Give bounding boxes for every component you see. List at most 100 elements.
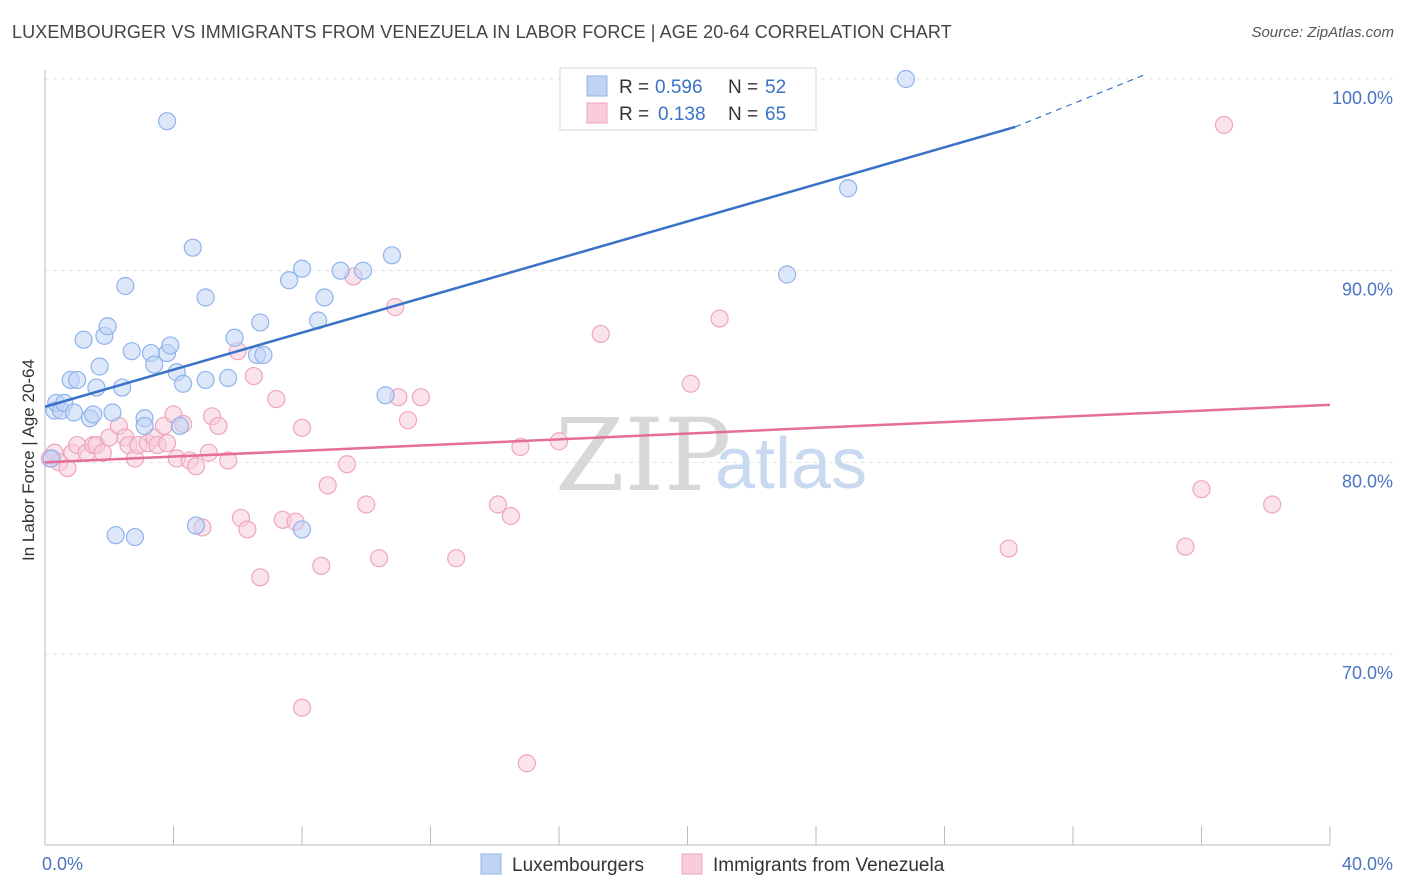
luxembourger-point: [315, 288, 334, 307]
venezuela-point: [710, 309, 729, 328]
luxembourger-point: [196, 288, 215, 307]
y-tick-label-100: 100.0%: [1332, 88, 1393, 108]
luxembourger-point: [64, 403, 84, 422]
luxembourger-point: [125, 527, 145, 547]
venezuela-trend-line: [44, 403, 1331, 464]
luxembourger-point: [839, 179, 858, 198]
watermark-zip: ZIP: [555, 397, 731, 514]
y-tick-label-90: 90.0%: [1342, 280, 1393, 300]
grid-lines: [45, 78, 1395, 655]
chart-title: LUXEMBOURGER VS IMMIGRANTS FROM VENEZUEL…: [12, 22, 952, 42]
luxembourger-point: [225, 328, 244, 347]
venezuela-point: [501, 506, 520, 526]
watermark: ZIP atlas: [555, 397, 867, 514]
luxembourger-point: [68, 370, 87, 390]
legend-n-label-1: N =: [728, 104, 758, 125]
source-label: Source: ZipAtlas.com: [1251, 24, 1394, 41]
venezuela-point: [1263, 495, 1282, 514]
venezuela-point: [267, 389, 286, 409]
venezuela-point: [292, 698, 312, 717]
venezuela-point: [251, 568, 270, 587]
luxembourger-point: [254, 345, 273, 365]
venezuela-point: [93, 443, 112, 462]
luxembourger-point: [157, 112, 177, 131]
luxembourger-point: [777, 265, 797, 284]
series-legend-swatch-luxembourgers: [480, 853, 502, 875]
venezuela-point: [209, 416, 228, 436]
legend-n-value-0: 52: [765, 77, 786, 98]
venezuela-point: [219, 451, 238, 470]
venezuela-point: [157, 434, 177, 453]
y-tick-label-70: 70.0%: [1342, 663, 1393, 683]
luxembourger-point: [382, 246, 402, 265]
series-legend-label-venezuela: Immigrants from Venezuela: [713, 855, 945, 876]
venezuela-point: [1214, 115, 1234, 135]
legend-r-value-1: 0.138: [658, 104, 706, 125]
legend-n-label-0: N =: [728, 77, 758, 98]
series-legend-label-luxembourgers: Luxembourgers: [512, 855, 644, 876]
venezuela-point: [292, 418, 312, 437]
venezuela-point: [370, 549, 389, 568]
luxembourger-point: [42, 449, 61, 468]
venezuela-point: [517, 754, 536, 773]
luxembourger-point: [896, 69, 916, 89]
venezuela-point: [238, 520, 257, 539]
luxembourger-point: [183, 238, 202, 257]
luxembourger-point: [84, 405, 103, 424]
legend-r-value-0: 0.596: [655, 77, 703, 98]
luxembourger-point: [376, 386, 395, 405]
x-tick-label-left: 0.0%: [42, 854, 83, 874]
luxembourger-point: [135, 416, 154, 436]
luxembourger-point: [116, 276, 135, 296]
watermark-atlas: atlas: [715, 424, 867, 504]
venezuela-point: [312, 556, 331, 575]
luxembourger-point: [353, 261, 373, 280]
luxembourger-point: [251, 313, 270, 332]
venezuela-point: [681, 374, 700, 393]
y-tick-label-80: 80.0%: [1342, 471, 1393, 491]
legend-r-label-0: R =: [619, 77, 649, 98]
legend-swatch-luxembourgers: [586, 75, 608, 97]
venezuela-point: [447, 549, 466, 568]
venezuela-point: [999, 539, 1018, 558]
venezuela-point: [199, 443, 218, 462]
luxembourger-trend-extension: [1014, 74, 1144, 128]
venezuela-point: [1192, 480, 1211, 499]
venezuela-point: [1176, 537, 1195, 556]
luxembourger-point: [90, 357, 109, 376]
venezuela-point: [488, 495, 508, 514]
luxembourger-point: [292, 259, 312, 278]
luxembourger-point: [122, 342, 141, 361]
luxembourger-point: [174, 374, 193, 393]
luxembourger-point: [196, 370, 215, 390]
series-legend-swatch-venezuela: [681, 853, 703, 875]
venezuela-point: [511, 437, 530, 457]
luxembourger-point: [331, 261, 350, 280]
venezuela-point: [186, 457, 206, 476]
x-tick-label-right: 40.0%: [1342, 854, 1393, 874]
series-legend: Luxembourgers Immigrants from Venezuela: [480, 853, 945, 876]
luxembourger-point: [98, 317, 117, 336]
legend-swatch-venezuela: [586, 102, 608, 124]
luxembourger-point: [145, 355, 164, 374]
stats-legend: R = 0.596 N = 52 R = 0.138 N = 65: [559, 67, 817, 131]
luxembourger-point: [161, 336, 180, 355]
venezuela-point: [357, 495, 376, 514]
luxembourger-point: [186, 516, 206, 535]
legend-n-value-1: 65: [765, 104, 786, 125]
y-tick-labels: 70.0% 80.0% 90.0% 100.0%: [1332, 88, 1393, 683]
legend-r-label-1: R =: [619, 104, 649, 125]
luxembourger-trend-line: [44, 125, 1016, 408]
venezuela-point: [411, 388, 430, 407]
venezuela-point: [591, 324, 610, 344]
luxembourger-point: [280, 271, 299, 290]
luxembourger-point: [74, 330, 93, 349]
venezuela-point: [318, 476, 337, 495]
venezuela-point: [244, 366, 263, 386]
y-axis-label: In Labor Force | Age 20-64: [19, 359, 38, 561]
venezuela-point: [337, 455, 357, 474]
luxembourger-point: [106, 526, 125, 545]
luxembourger-point: [103, 403, 122, 422]
luxembourger-point: [170, 416, 190, 436]
